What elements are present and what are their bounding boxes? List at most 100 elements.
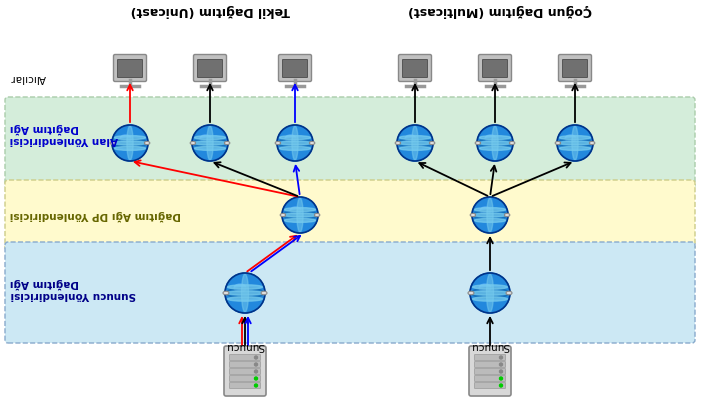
Ellipse shape	[193, 141, 226, 145]
FancyBboxPatch shape	[5, 180, 695, 250]
Ellipse shape	[200, 135, 211, 142]
Ellipse shape	[555, 141, 561, 144]
Circle shape	[254, 384, 257, 387]
FancyBboxPatch shape	[482, 59, 508, 78]
Ellipse shape	[510, 141, 515, 144]
Ellipse shape	[226, 291, 264, 295]
Ellipse shape	[223, 291, 229, 295]
FancyBboxPatch shape	[402, 59, 428, 78]
Ellipse shape	[297, 198, 303, 232]
FancyBboxPatch shape	[475, 382, 505, 388]
Circle shape	[112, 125, 148, 161]
Text: Sunucu Yönlendiricisi: Sunucu Yönlendiricisi	[10, 290, 135, 300]
Ellipse shape	[278, 141, 312, 145]
FancyBboxPatch shape	[475, 369, 505, 375]
Circle shape	[254, 363, 257, 366]
FancyBboxPatch shape	[5, 242, 695, 343]
FancyBboxPatch shape	[562, 59, 587, 78]
Ellipse shape	[430, 141, 435, 144]
Ellipse shape	[395, 141, 400, 144]
Ellipse shape	[279, 136, 311, 140]
FancyBboxPatch shape	[114, 55, 147, 82]
Ellipse shape	[559, 136, 591, 140]
Ellipse shape	[412, 126, 418, 160]
Ellipse shape	[399, 146, 431, 150]
Ellipse shape	[474, 208, 506, 212]
FancyBboxPatch shape	[398, 55, 432, 82]
FancyBboxPatch shape	[475, 355, 505, 361]
Ellipse shape	[474, 219, 506, 222]
Circle shape	[500, 377, 503, 380]
Ellipse shape	[275, 141, 280, 144]
Circle shape	[472, 197, 508, 233]
Ellipse shape	[110, 141, 116, 144]
Ellipse shape	[114, 136, 146, 140]
Circle shape	[397, 125, 433, 161]
Ellipse shape	[120, 135, 131, 142]
Ellipse shape	[144, 141, 150, 144]
Ellipse shape	[309, 141, 315, 144]
Text: Dağıtım Ağı: Dağıtım Ağı	[10, 278, 79, 288]
FancyBboxPatch shape	[475, 361, 505, 367]
Ellipse shape	[472, 297, 508, 301]
FancyBboxPatch shape	[229, 361, 261, 367]
Ellipse shape	[292, 126, 298, 160]
Ellipse shape	[487, 198, 493, 232]
Text: Dağıtım Ağı DP Yönlendiricisi: Dağıtım Ağı DP Yönlendiricisi	[10, 210, 182, 220]
FancyBboxPatch shape	[278, 55, 311, 82]
Circle shape	[500, 384, 503, 387]
Ellipse shape	[572, 126, 578, 160]
Ellipse shape	[285, 135, 296, 142]
Text: Çoğun Dağıtım (Multicast): Çoğun Dağıtım (Multicast)	[408, 4, 592, 16]
FancyBboxPatch shape	[229, 369, 261, 375]
Ellipse shape	[480, 207, 491, 214]
Circle shape	[282, 197, 318, 233]
Text: Alıcılar: Alıcılar	[10, 73, 46, 83]
FancyBboxPatch shape	[193, 55, 226, 82]
Ellipse shape	[193, 138, 227, 148]
Circle shape	[225, 273, 265, 313]
Ellipse shape	[224, 141, 230, 144]
Ellipse shape	[479, 284, 491, 292]
Ellipse shape	[485, 135, 496, 142]
Ellipse shape	[226, 287, 264, 298]
FancyBboxPatch shape	[5, 97, 695, 188]
Ellipse shape	[113, 138, 147, 148]
Ellipse shape	[472, 291, 508, 295]
Ellipse shape	[475, 141, 481, 144]
Ellipse shape	[492, 126, 498, 160]
Circle shape	[477, 125, 513, 161]
Ellipse shape	[559, 141, 592, 145]
Circle shape	[192, 125, 228, 161]
Ellipse shape	[559, 146, 591, 150]
Text: Dağıtım Ağı: Dağıtım Ağı	[10, 123, 79, 133]
Ellipse shape	[283, 213, 317, 217]
Ellipse shape	[194, 136, 226, 140]
Circle shape	[500, 363, 503, 366]
Ellipse shape	[284, 208, 316, 212]
FancyBboxPatch shape	[229, 375, 261, 382]
Ellipse shape	[284, 219, 316, 222]
Text: Sunucu: Sunucu	[470, 341, 510, 351]
Ellipse shape	[207, 126, 213, 160]
Circle shape	[500, 370, 503, 373]
Ellipse shape	[234, 284, 246, 292]
FancyBboxPatch shape	[118, 59, 142, 78]
Text: Sunucu: Sunucu	[226, 341, 264, 351]
Circle shape	[254, 356, 257, 359]
Ellipse shape	[283, 210, 317, 220]
Ellipse shape	[114, 146, 146, 150]
Text: Tekil Dağıtım (Unicast): Tekil Dağıtım (Unicast)	[130, 4, 290, 16]
Ellipse shape	[506, 291, 512, 295]
Ellipse shape	[478, 138, 512, 148]
Circle shape	[500, 356, 503, 359]
Ellipse shape	[280, 213, 285, 217]
FancyBboxPatch shape	[198, 59, 222, 78]
Ellipse shape	[473, 213, 507, 217]
Circle shape	[277, 125, 313, 161]
Ellipse shape	[470, 213, 475, 217]
Ellipse shape	[290, 207, 301, 214]
Ellipse shape	[278, 138, 312, 148]
Text: Alan Yönlendiricisi: Alan Yönlendiricisi	[10, 135, 118, 145]
FancyBboxPatch shape	[559, 55, 592, 82]
